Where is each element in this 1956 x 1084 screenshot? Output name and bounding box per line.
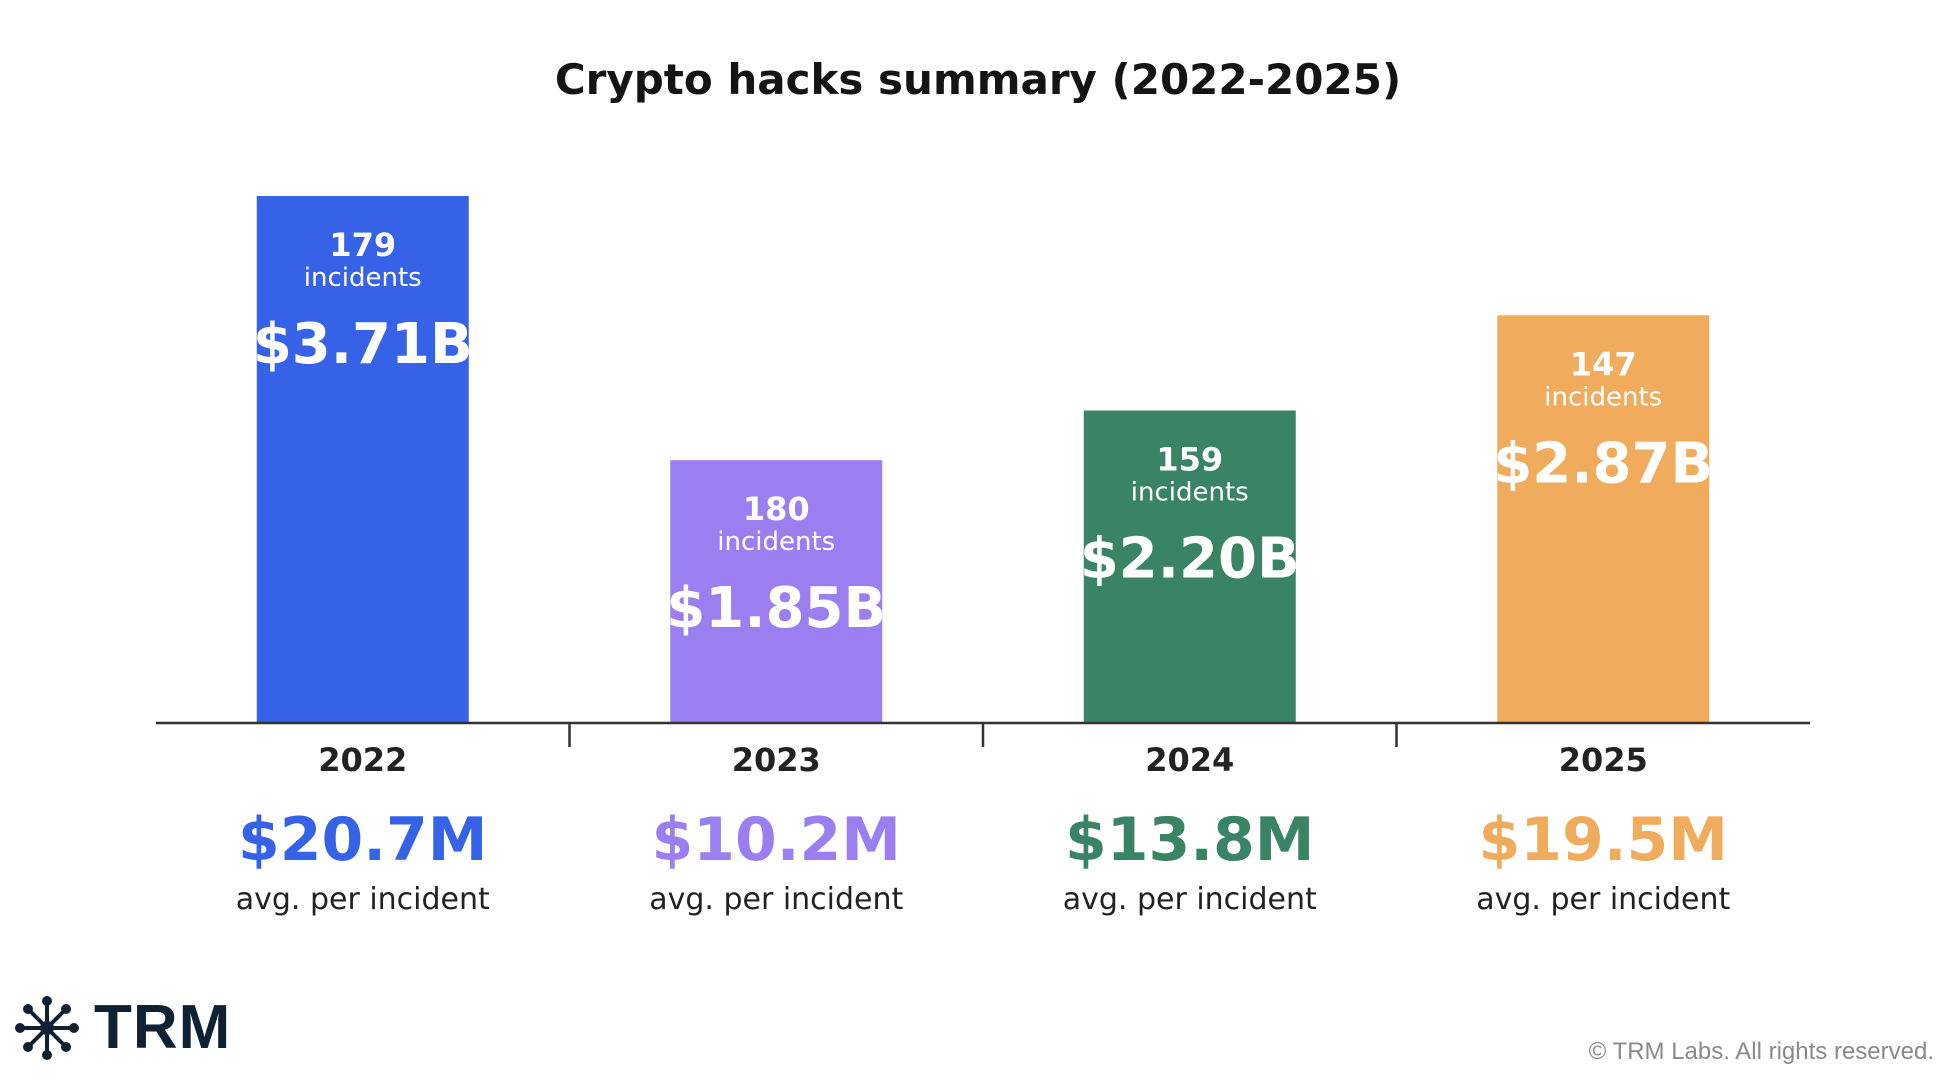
trm-logo-text: TRM (94, 993, 232, 1062)
bar-value-label-2022: $3.71B (253, 312, 473, 377)
x-tick-label-2023: 2023 (732, 741, 821, 779)
trm-logo-icon (15, 995, 79, 1060)
copyright-notice: © TRM Labs. All rights reserved. (1588, 1038, 1934, 1065)
avg-per-incident-value-2022: $20.7M (238, 805, 488, 875)
bar-incidents-count-2025: 147 (1570, 345, 1637, 383)
chart-title: Crypto hacks summary (2022-2025) (554, 55, 1402, 104)
bar-incidents-label-2024: incidents (1131, 477, 1249, 507)
trm-logo: TRM (14, 992, 231, 1063)
bar-incidents-count-2023: 180 (743, 490, 810, 528)
avg-per-incident-caption-2025: avg. per incident (1476, 882, 1730, 917)
bar-incidents-count-2022: 179 (329, 226, 396, 264)
bar-2025 (1497, 315, 1710, 723)
x-tick-label-2022: 2022 (318, 741, 407, 779)
x-tick-label-2025: 2025 (1559, 741, 1648, 779)
bar-value-label-2024: $2.20B (1080, 526, 1300, 591)
avg-per-incident-caption-2023: avg. per incident (649, 882, 903, 917)
bar-value-label-2023: $1.85B (666, 576, 886, 641)
bars-layer (256, 196, 1710, 723)
ticks-layer (568, 723, 1398, 747)
bar-2024 (1083, 410, 1296, 723)
bar-2022 (256, 196, 469, 723)
bar-incidents-label-2022: incidents (304, 263, 422, 293)
avg-per-incident-caption-2022: avg. per incident (236, 882, 490, 917)
x-tick-label-2024: 2024 (1145, 741, 1234, 779)
bar-value-label-2025: $2.87B (1493, 431, 1713, 496)
avg-per-incident-value-2025: $19.5M (1479, 805, 1729, 875)
avg-per-incident-value-2024: $13.8M (1065, 805, 1315, 875)
bar-incidents-count-2024: 159 (1156, 440, 1223, 478)
bar-incidents-label-2023: incidents (717, 527, 835, 557)
avg-per-incident-caption-2024: avg. per incident (1063, 882, 1317, 917)
bar-incidents-label-2025: incidents (1544, 382, 1662, 412)
avg-per-incident-value-2023: $10.2M (652, 805, 902, 875)
bar-2023 (670, 460, 883, 723)
